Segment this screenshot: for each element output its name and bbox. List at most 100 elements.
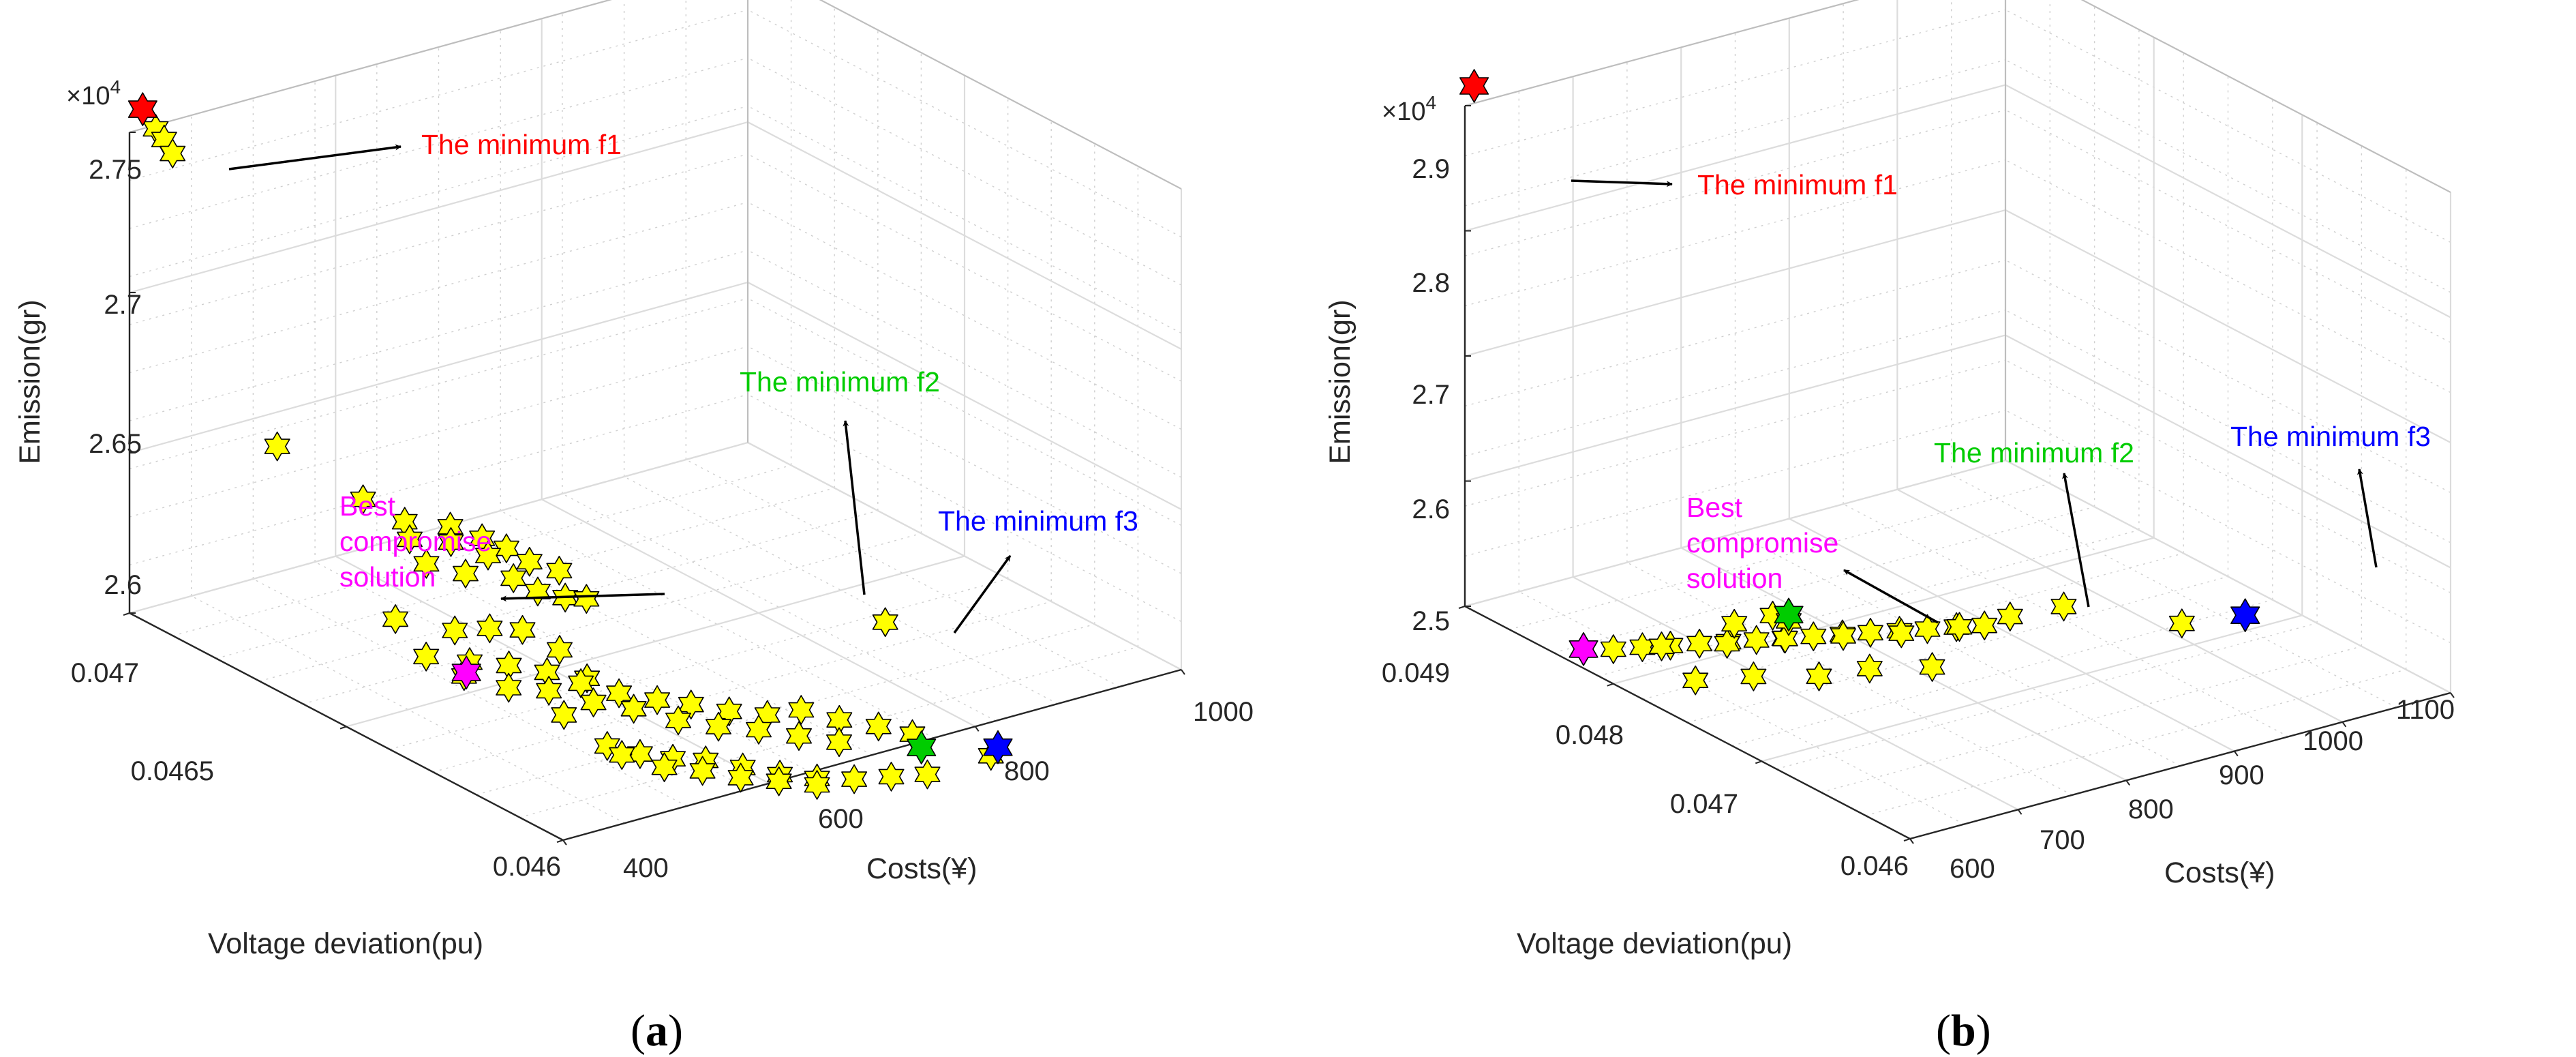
data-point: [1629, 632, 1656, 662]
data-point: [396, 524, 423, 554]
axis-tick: [2342, 721, 2347, 728]
minor-grid-line: [1554, 506, 2095, 653]
axis-tick: [974, 726, 980, 732]
annotation-min-f2-b: The minimum f2: [1934, 437, 2134, 468]
axis-tick: [123, 612, 130, 616]
major-grid-line: [1680, 547, 2127, 781]
arrow-min-f3-a: [953, 554, 1012, 634]
minor-grid-line: [1464, 9, 2006, 157]
minor-grid-line: [1464, 409, 2006, 557]
series-the-minimum-f1: [127, 92, 157, 126]
data-point: [1800, 621, 1827, 652]
y-tick-label: 0.047: [1670, 789, 1738, 819]
box-edge: [129, 0, 612, 133]
minor-grid-line: [129, 201, 748, 374]
annotation-best-compromise-a: Best compromise solution: [339, 490, 500, 593]
z-exponent-a: ×104: [66, 76, 121, 110]
annotation-min-f1-b: The minimum f1: [1697, 169, 1898, 200]
minor-grid-line: [216, 487, 835, 659]
minor-grid-line: [1865, 669, 2406, 816]
y-tick-label: 0.048: [1556, 720, 1624, 750]
y-ticks-a: 0.047 0.0465 0.046: [71, 658, 561, 882]
annotation-min-f1-a: The minimum f1: [421, 129, 622, 160]
data-point: [474, 540, 502, 571]
major-grid-line: [2005, 84, 2451, 318]
data-point: [1914, 614, 1941, 644]
data-point: [872, 607, 898, 638]
data-point: [264, 431, 290, 462]
minor-grid-line: [1626, 562, 2073, 796]
minor-grid-line: [1464, 359, 2006, 507]
major-grid-line: [2080, 0, 2451, 193]
data-point: [1806, 661, 1832, 691]
data-point: [160, 138, 186, 168]
data-point: [573, 584, 600, 614]
y-ticks-b: 0.049 0.048 0.047 0.046: [1382, 658, 1909, 881]
major-grid-line: [1761, 614, 2303, 762]
x-tick-label: 600: [1950, 854, 1995, 884]
data-point: [727, 762, 754, 793]
major-grid-line: [2005, 334, 2451, 569]
data-point: [1971, 610, 1998, 641]
x-tick-label: 1000: [2303, 726, 2363, 756]
data-point: [1830, 621, 1856, 651]
x-tick-label: 1100: [2396, 695, 2455, 725]
data-point: [1459, 69, 1489, 103]
major-grid-line: [1896, 488, 2343, 723]
minor-grid-line: [1951, 474, 2397, 709]
minor-grid-line: [129, 57, 748, 229]
data-point: [626, 739, 653, 769]
grid-lines-a: [128, 0, 1183, 842]
arrow-min-f2-a: [843, 420, 866, 595]
minor-grid-line: [2005, 359, 2451, 593]
z-ticks-a: 2.75 2.7 2.65 2.6: [89, 155, 142, 600]
data-point: [878, 762, 905, 792]
x-tick-label: 700: [2040, 825, 2085, 855]
minor-grid-line: [1843, 503, 2289, 737]
minor-grid-line: [1509, 483, 2050, 630]
series-best-compromise-solution: [451, 655, 481, 689]
data-point: [1600, 634, 1626, 664]
x-tick-label: 400: [623, 853, 669, 883]
major-grid-line: [1573, 576, 2019, 811]
minor-grid-line: [1735, 533, 2181, 766]
z-tick-label: 2.75: [89, 155, 142, 185]
data-point: [804, 770, 830, 800]
data-point: [1856, 653, 1883, 684]
data-point: [546, 555, 573, 586]
z-tick-label: 2.5: [1412, 606, 1450, 636]
data-point: [644, 685, 671, 715]
data-point: [1772, 623, 1798, 654]
data-point: [665, 705, 692, 736]
z-tick-label: 2.7: [1412, 380, 1450, 410]
major-grid-line: [129, 0, 612, 134]
x-tick-label: 600: [818, 804, 864, 834]
data-point: [1721, 608, 1748, 639]
z-ticks-b: 2.9 2.8 2.7 2.6 2.5: [1412, 154, 1450, 636]
x-tick-label: 800: [2128, 794, 2174, 824]
major-grid-line: [129, 281, 748, 454]
data-point: [651, 752, 678, 782]
arrow-min-f2-b: [2062, 473, 2090, 608]
minor-grid-line: [1464, 109, 2006, 256]
y-axis-label-b: Voltage deviation(pu): [1517, 927, 1792, 960]
data-point: [766, 766, 792, 797]
data-point: [476, 613, 503, 644]
data-point: [442, 615, 468, 646]
minor-grid-line: [2005, 159, 2451, 393]
data-point: [536, 676, 562, 706]
major-grid-line: [1464, 84, 2006, 232]
data-point: [509, 614, 536, 645]
minor-grid-line: [129, 9, 748, 181]
data-point: [413, 641, 440, 672]
annotation-best-compromise-b: Best compromise solution: [1686, 492, 1847, 594]
minor-grid-line: [129, 153, 748, 325]
series-the-minimum-f3: [2230, 598, 2260, 633]
major-grid-line: [1789, 518, 2235, 752]
axis-tick: [339, 726, 347, 730]
data-point: [678, 689, 704, 719]
major-grid-line: [129, 121, 748, 294]
minor-grid-line: [2005, 409, 2451, 644]
minor-grid-line: [433, 601, 1052, 773]
data-point: [382, 604, 409, 634]
